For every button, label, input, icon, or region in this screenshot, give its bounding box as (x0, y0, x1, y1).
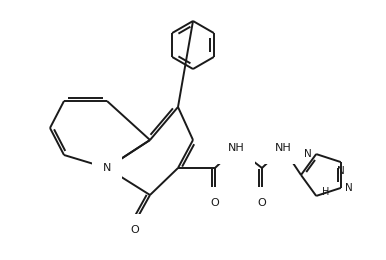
Text: N: N (304, 149, 312, 159)
Text: O: O (257, 198, 266, 208)
Text: N: N (345, 183, 353, 193)
Text: N: N (103, 163, 111, 173)
Text: H: H (322, 187, 329, 197)
Text: NH: NH (228, 143, 244, 153)
Text: O: O (211, 198, 219, 208)
Text: N: N (337, 166, 345, 176)
Text: O: O (130, 225, 139, 235)
Text: NH: NH (274, 143, 291, 153)
